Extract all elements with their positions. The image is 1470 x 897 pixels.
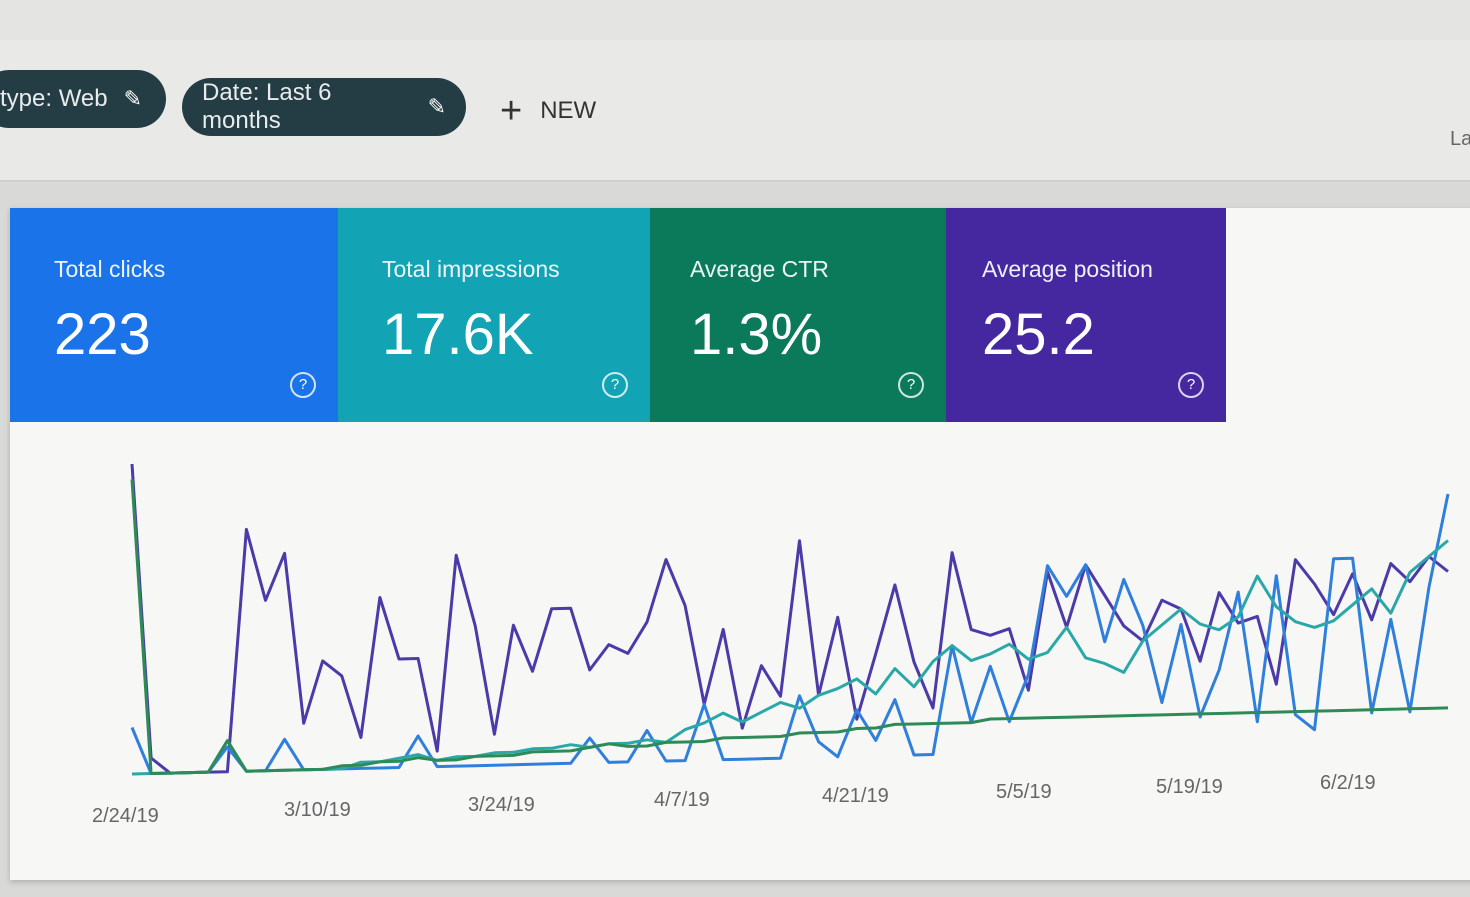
x-tick-label: 5/19/19 [1156,776,1223,798]
metric-card-average-ctr[interactable]: Average CTR 1.3% ? [650,208,946,422]
metric-label: Total impressions [382,256,560,282]
metric-label: Average CTR [690,256,829,282]
metric-label: Average position [982,256,1153,282]
x-tick-label: 5/5/19 [996,781,1052,803]
x-tick-label: 2/24/19 [92,805,159,827]
x-tick-label: 4/21/19 [822,785,889,807]
metric-card-average-position[interactable]: Average position 25.2 ? [946,208,1226,422]
cut-off-text: La [1450,128,1470,150]
metric-value: 1.3% [690,302,823,367]
search-type-label: type: Web [0,85,108,112]
series-line-1 [130,493,1450,775]
date-chip[interactable]: Date: Last 6 months ✎ [182,78,466,136]
metric-card-total-clicks[interactable]: Total clicks 223 ? [10,208,338,422]
help-icon[interactable]: ? [290,372,316,398]
metric-label: Total clicks [54,256,166,282]
new-filter-button[interactable]: + NEW [500,92,596,130]
series-line-0 [130,463,1449,775]
help-icon[interactable]: ? [1178,372,1204,398]
x-tick-label: 6/2/19 [1320,772,1376,794]
help-icon[interactable]: ? [602,372,628,398]
metric-card-total-impressions[interactable]: Total impressions 17.6K ? [338,208,650,422]
browser-top [0,0,1470,40]
metric-value: 25.2 [982,302,1095,367]
plus-icon: + [500,90,523,132]
new-label: NEW [540,97,597,124]
help-icon[interactable]: ? [898,372,924,398]
x-tick-label: 3/10/19 [284,799,351,821]
series-line-3 [130,479,1449,775]
date-label: Date: Last 6 months [202,79,332,134]
series-line-2 [131,539,1449,776]
x-tick-label: 3/24/19 [468,794,535,816]
pencil-icon[interactable]: ✎ [123,86,143,111]
pencil-icon[interactable]: ✎ [427,94,446,119]
metric-value: 223 [54,302,151,367]
metric-value: 17.6K [382,302,534,367]
x-tick-label: 4/7/19 [654,789,710,811]
search-type-chip[interactable]: type: Web ✎ [0,70,166,128]
